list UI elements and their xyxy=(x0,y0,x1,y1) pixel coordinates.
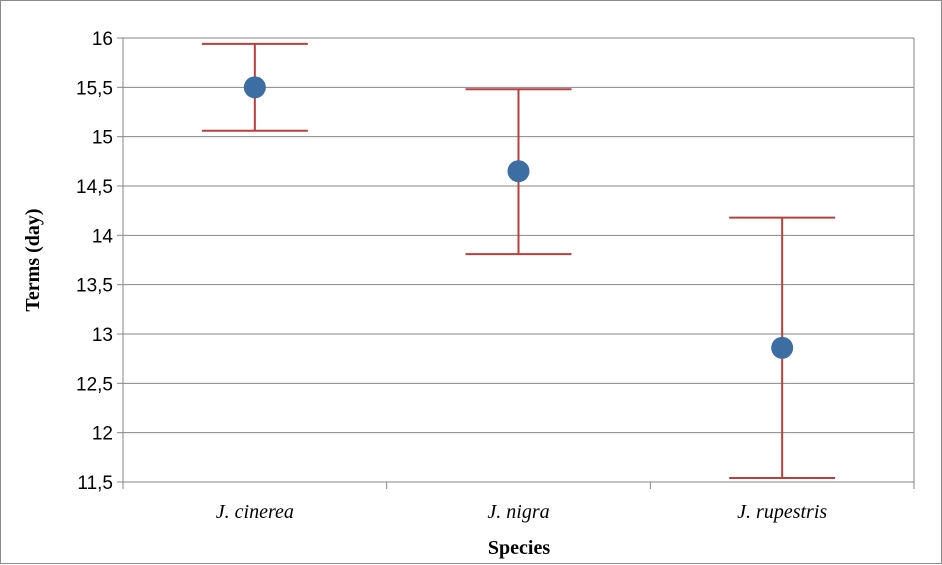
axes xyxy=(117,37,915,489)
y-tick-label: 15 xyxy=(92,128,113,149)
y-tick-label: 13,5 xyxy=(76,276,113,297)
y-tick-label: 15,5 xyxy=(76,78,113,99)
data-point xyxy=(507,160,530,183)
y-tick-labels: 11,5 12 12,5 13 13,5 14 14,5 15 15,5 16 xyxy=(76,29,113,494)
x-tick-label: J. cinerea xyxy=(216,501,294,523)
y-tick-label: 11,5 xyxy=(77,473,113,494)
y-tick-label: 13 xyxy=(92,325,113,346)
y-tick-label: 16 xyxy=(92,29,113,50)
y-tick-label: 12,5 xyxy=(76,374,113,395)
x-tick-label: J. rupestris xyxy=(737,501,827,523)
y-axis-title: Terms (day) xyxy=(22,208,44,311)
x-tick-labels: J. cinerea J. nigra J. rupestris xyxy=(216,501,828,523)
y-tick-label: 12 xyxy=(92,424,113,445)
y-tick-label: 14 xyxy=(92,226,114,247)
data-points xyxy=(243,76,794,359)
data-point xyxy=(771,336,794,359)
x-axis-title: Species xyxy=(488,537,550,559)
x-tick-label: J. nigra xyxy=(487,501,549,523)
error-bars xyxy=(201,42,836,480)
data-point xyxy=(243,76,266,99)
y-tick-label: 14,5 xyxy=(76,177,113,198)
